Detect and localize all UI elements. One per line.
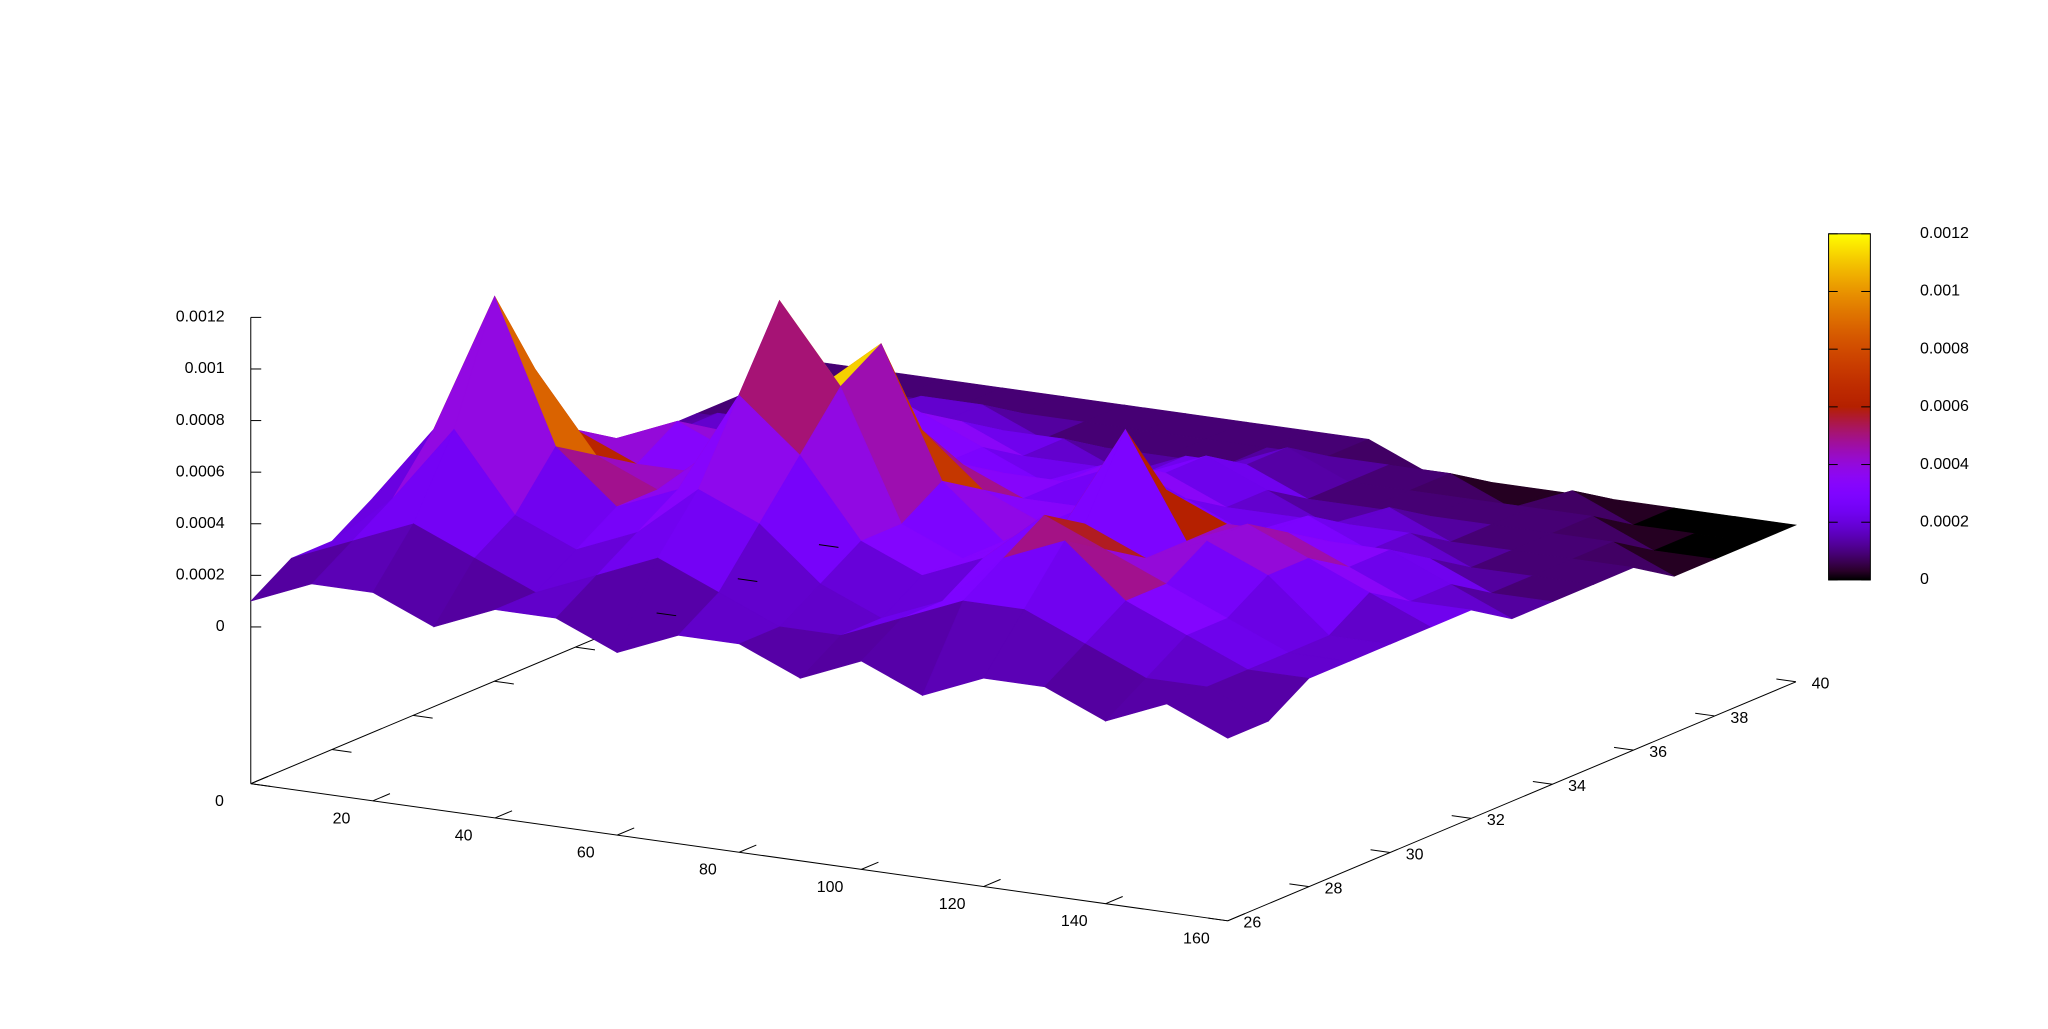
y-tick-label: 30: [1406, 846, 1424, 863]
x-tick-label: 100: [817, 879, 844, 896]
y-tick: [1289, 883, 1309, 888]
x-tick: [739, 844, 757, 853]
x-tick-label: 20: [333, 810, 351, 827]
x-tick-label: 60: [577, 845, 595, 862]
x-tick-label: 40: [455, 827, 473, 844]
y-tick-label: 36: [1649, 744, 1667, 761]
x-tick-label: 0: [215, 793, 224, 810]
y-tick: [1532, 780, 1553, 785]
colorbox-tick-label: 0.001: [1920, 283, 1960, 300]
x-tick: [861, 861, 879, 870]
surface-patch: [1166, 686, 1270, 739]
z-tick-label: 0.0008: [176, 412, 225, 429]
colorbox-tick-label: 0.0008: [1920, 340, 1969, 357]
y-tick-back: [494, 680, 514, 685]
x-tick: [372, 793, 391, 802]
y-tick-label: 32: [1487, 812, 1505, 829]
x-tick-label: 160: [1183, 930, 1210, 947]
y-tick-label: 26: [1243, 915, 1261, 932]
x-tick-label: 80: [699, 862, 717, 879]
y-tick-label: 40: [1812, 676, 1830, 693]
colorbox-tick-label: 0.0006: [1920, 398, 1969, 415]
y-tick: [1613, 746, 1634, 751]
z-tick-label: 0.0012: [176, 309, 225, 326]
colorbox-tick-label: 0.0012: [1920, 225, 1969, 242]
y-tick-back: [737, 578, 758, 583]
z-tick-label: 0: [216, 618, 225, 635]
x-tick: [983, 878, 1001, 887]
y-tick-label: 28: [1325, 881, 1343, 898]
x-tick: [250, 776, 269, 785]
y-tick: [1370, 849, 1391, 854]
y-tick: [1451, 815, 1472, 819]
x-tick: [1105, 896, 1123, 905]
x-tick-label: 120: [939, 896, 966, 913]
surface: [249, 295, 1798, 739]
y-tick-label: 34: [1568, 778, 1586, 795]
z-tick-label: 0.0006: [176, 463, 225, 480]
y-tick: [1208, 917, 1228, 922]
y-tick-back: [818, 544, 839, 548]
z-tick-label: 0.0002: [176, 567, 225, 584]
x-tick: [616, 827, 635, 836]
x-tick-label: 140: [1061, 913, 1088, 930]
y-tick-back: [331, 749, 352, 753]
y-tick-back: [656, 612, 677, 617]
y-tick: [1776, 678, 1796, 683]
x-tick: [1227, 913, 1245, 922]
colorbox-tick-label: 0.0004: [1920, 456, 1969, 473]
z-tick-label: 0.001: [185, 360, 225, 377]
y-tick-back: [413, 714, 433, 719]
y-tick: [1695, 712, 1715, 717]
y-tick-label: 38: [1730, 710, 1748, 727]
colorbox-tick-label: 0: [1920, 571, 1929, 588]
z-tick-label: 0.0004: [176, 515, 225, 532]
y-tick-back: [250, 783, 271, 787]
colorbox-tick-label: 0.0002: [1920, 513, 1969, 530]
x-tick: [494, 810, 513, 819]
y-tick-back: [575, 646, 596, 651]
y-axis: [1227, 681, 1797, 922]
